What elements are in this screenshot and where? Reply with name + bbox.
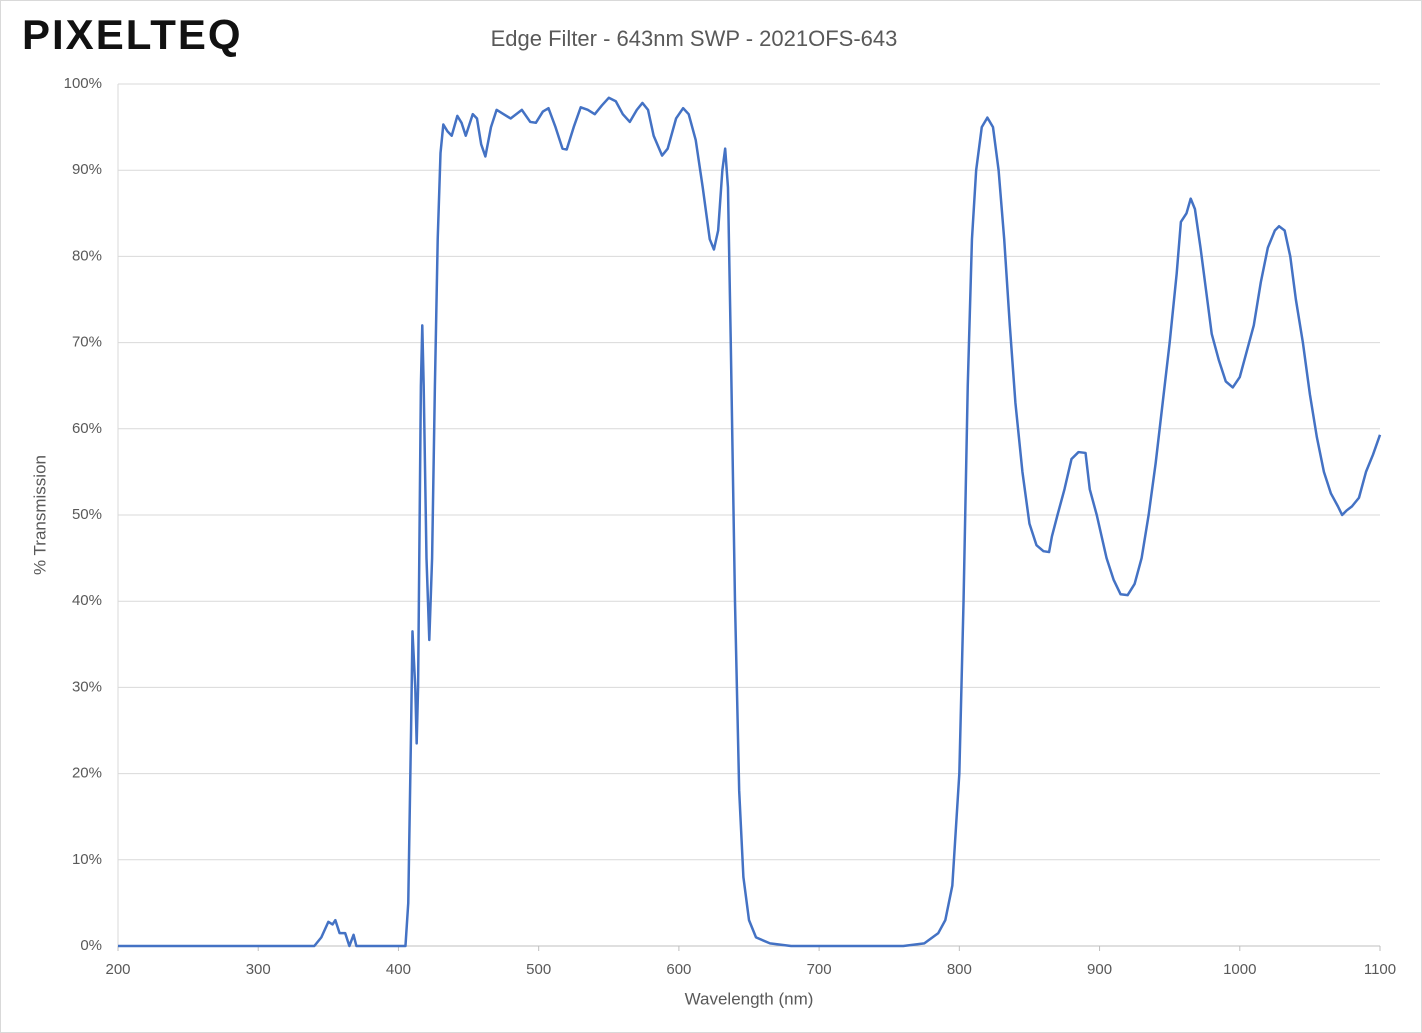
- x-tick-label: 200: [105, 961, 130, 978]
- data-line: [118, 96, 1382, 948]
- y-tick-label: 40%: [72, 592, 102, 609]
- x-tick-label: 600: [666, 961, 691, 978]
- chart-title: Edge Filter - 643nm SWP - 2021OFS-643: [491, 26, 898, 51]
- y-tick-label: 90%: [72, 161, 102, 178]
- x-tick-label: 300: [246, 961, 271, 978]
- logo: PIXELTEQ: [22, 11, 243, 58]
- x-axis-label: Wavelength (nm): [685, 989, 814, 1008]
- y-tick-label: 30%: [72, 678, 102, 695]
- x-tick-label: 800: [947, 961, 972, 978]
- y-tick-label: 70%: [72, 334, 102, 351]
- y-tick-label: 0%: [80, 937, 102, 954]
- x-tick-label: 500: [526, 961, 551, 978]
- y-tick-label: 20%: [72, 765, 102, 782]
- y-tick-label: 50%: [72, 506, 102, 523]
- x-tick-label: 1100: [1364, 961, 1396, 978]
- x-tick-label: 900: [1087, 961, 1112, 978]
- y-tick-label: 80%: [72, 247, 102, 264]
- x-tick-label: 700: [807, 961, 832, 978]
- y-axis-label: % Transmission: [30, 455, 49, 575]
- x-tick-label: 400: [386, 961, 411, 978]
- y-tick-label: 100%: [64, 75, 102, 92]
- x-tick-label: 1000: [1223, 961, 1256, 978]
- y-tick-label: 10%: [72, 851, 102, 868]
- y-tick-label: 60%: [72, 420, 102, 437]
